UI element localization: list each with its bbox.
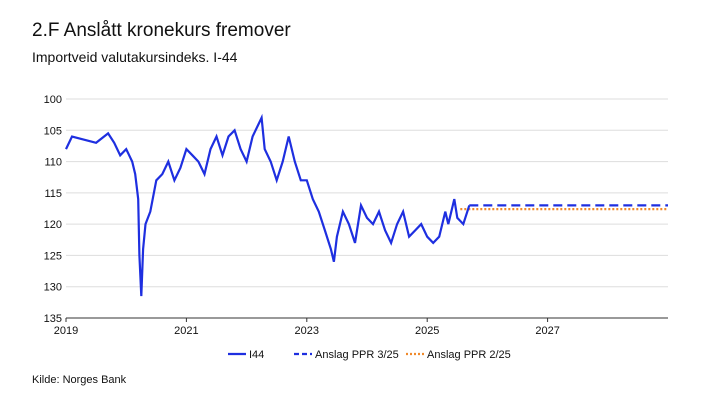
chart-title: 2.F Anslått kronekurs fremover	[32, 20, 291, 41]
x-tick-label: 2019	[54, 325, 78, 337]
x-tick-label: 2027	[535, 325, 559, 337]
x-tick-label: 2021	[174, 325, 198, 337]
y-tick-label: 130	[44, 282, 62, 294]
chart-subtitle: Importveid valutakursindeks. I-44	[32, 49, 238, 65]
y-tick-label: 120	[44, 219, 62, 231]
y-tick-label: 105	[44, 125, 62, 137]
legend-label: Anslag PPR 2/25	[427, 349, 511, 361]
y-tick-label: 110	[44, 157, 62, 169]
legend-label: Anslag PPR 3/25	[315, 349, 399, 361]
data-line	[65, 113, 471, 297]
source: Kilde: Norges Bank	[32, 374, 127, 386]
y-tick-label: 100	[44, 94, 62, 106]
x-tick-label: 2025	[415, 325, 439, 337]
y-tick-label: 115	[44, 188, 62, 200]
y-tick-label: 135	[44, 313, 62, 325]
x-tick-label: 2023	[295, 325, 319, 337]
legend-label: I44	[249, 349, 264, 361]
y-tick-label: 125	[44, 250, 62, 262]
